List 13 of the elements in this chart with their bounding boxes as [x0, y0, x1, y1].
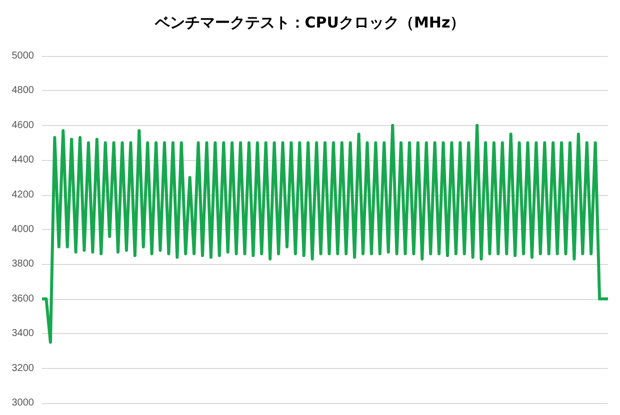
y-tick-label: 4200 — [12, 189, 34, 200]
y-tick-label: 3400 — [12, 328, 34, 340]
chart-title: ベンチマークテスト：CPUクロック（MHz） — [154, 14, 466, 32]
line-series — [40, 124, 610, 344]
y-tick-label: 4400 — [12, 154, 34, 166]
y-tick-label: 3600 — [12, 293, 34, 304]
y-tick-label: 4000 — [12, 224, 34, 235]
y-tick-label: 5000 — [12, 50, 34, 62]
y-tick-label: 3800 — [12, 258, 34, 270]
y-tick-label: 4800 — [12, 85, 34, 96]
y-tick-label: 4600 — [12, 120, 34, 131]
y-tick-label: 3000 — [12, 398, 34, 408]
y-tick-label: 3200 — [12, 362, 34, 374]
